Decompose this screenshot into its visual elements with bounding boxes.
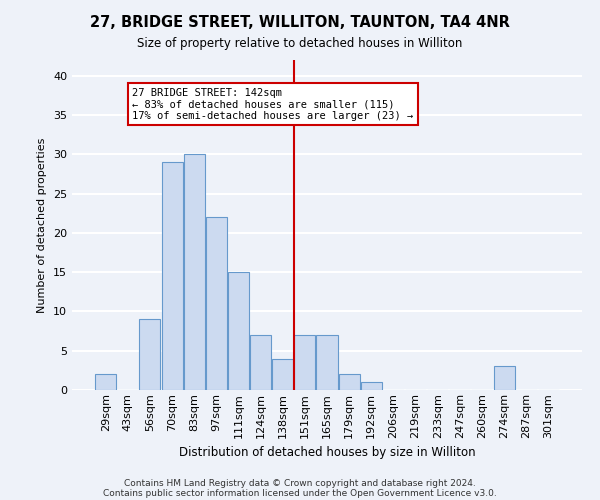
Bar [206,217,227,390]
Bar [316,335,338,390]
Text: 27 BRIDGE STREET: 142sqm
← 83% of detached houses are smaller (115)
17% of semi-: 27 BRIDGE STREET: 142sqm ← 83% of detach… [132,88,413,120]
Bar [494,366,515,390]
Y-axis label: Number of detached properties: Number of detached properties [37,138,47,312]
Bar [184,154,205,390]
Bar [338,374,359,390]
Text: Size of property relative to detached houses in Williton: Size of property relative to detached ho… [137,38,463,51]
X-axis label: Distribution of detached houses by size in Williton: Distribution of detached houses by size … [179,446,475,459]
Bar [272,358,293,390]
Bar [95,374,116,390]
Bar [361,382,382,390]
Text: Contains HM Land Registry data © Crown copyright and database right 2024.: Contains HM Land Registry data © Crown c… [124,478,476,488]
Bar [228,272,249,390]
Bar [139,320,160,390]
Bar [295,335,316,390]
Text: 27, BRIDGE STREET, WILLITON, TAUNTON, TA4 4NR: 27, BRIDGE STREET, WILLITON, TAUNTON, TA… [90,15,510,30]
Text: Contains public sector information licensed under the Open Government Licence v3: Contains public sector information licen… [103,488,497,498]
Bar [161,162,182,390]
Bar [250,335,271,390]
